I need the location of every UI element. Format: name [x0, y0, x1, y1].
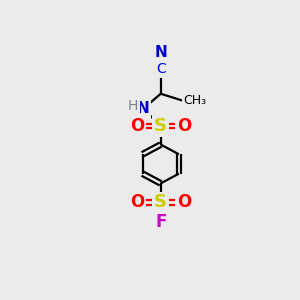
Text: N: N — [154, 45, 167, 60]
Text: O: O — [177, 117, 191, 135]
Text: S: S — [154, 117, 167, 135]
Text: O: O — [130, 193, 145, 211]
Text: O: O — [130, 117, 145, 135]
Text: N: N — [137, 101, 150, 116]
Text: H: H — [128, 100, 139, 113]
Text: C: C — [156, 62, 166, 76]
Text: S: S — [154, 193, 167, 211]
Text: CH₃: CH₃ — [183, 94, 206, 107]
Text: F: F — [155, 213, 166, 231]
Text: O: O — [177, 193, 191, 211]
